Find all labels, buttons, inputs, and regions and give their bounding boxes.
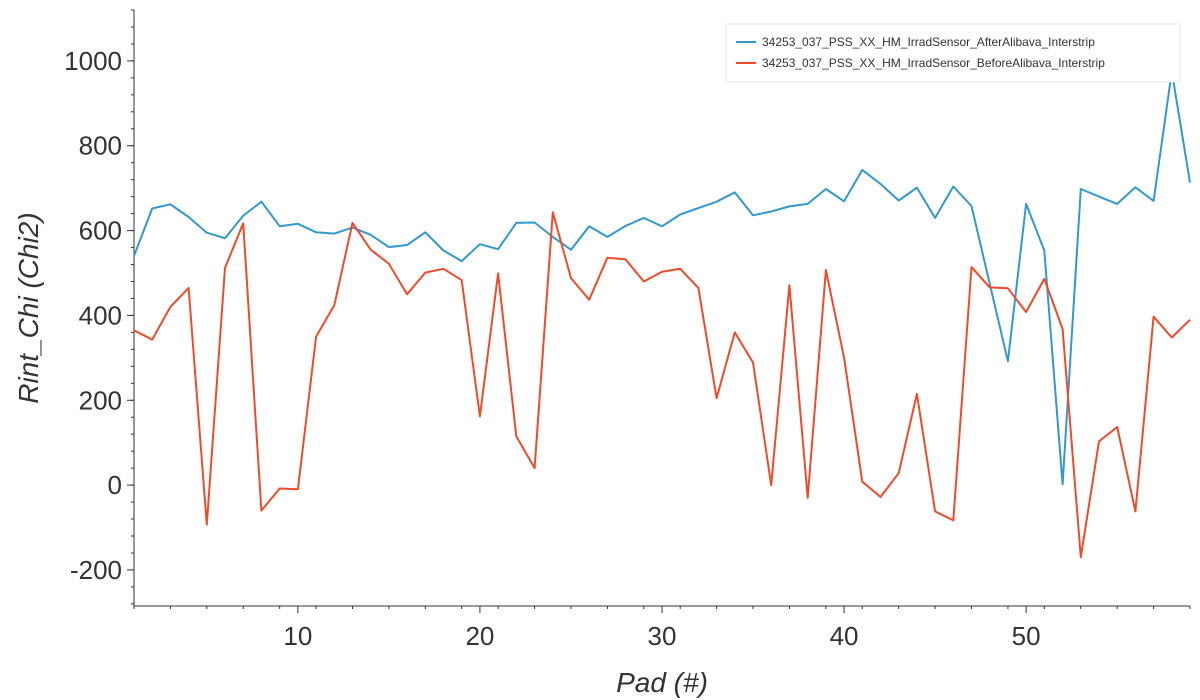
y-tick-label: 1000 — [64, 46, 122, 76]
series-layer — [133, 70, 1191, 559]
x-tick-label: 50 — [1012, 621, 1041, 651]
plot-area — [134, 10, 1190, 606]
y-axis: -200 0 200 400 600 800 1000 — [64, 9, 135, 606]
legend-label-after: 34253_037_PSS_XX_HM_IrradSensor_AfterAli… — [762, 35, 1095, 49]
x-tick-label: 10 — [283, 621, 312, 651]
y-tick-label: 0 — [108, 470, 122, 500]
x-tick-label: 30 — [648, 621, 677, 651]
x-axis: 10 20 30 40 50 — [133, 605, 1191, 651]
x-tick-label: 40 — [830, 621, 859, 651]
y-tick-label: 400 — [79, 300, 122, 330]
x-tick-label: 20 — [465, 621, 494, 651]
series-line-0 — [133, 70, 1191, 486]
y-tick-label: 800 — [79, 131, 122, 161]
y-tick-label: 600 — [79, 216, 122, 246]
series-line-1 — [133, 211, 1191, 559]
legend-box — [725, 23, 1181, 83]
legend-label-before: 34253_037_PSS_XX_HM_IrradSensor_BeforeAl… — [762, 56, 1105, 70]
y-axis-title: Rint_Chi (Chi2) — [13, 212, 44, 403]
x-axis-title: Pad (#) — [616, 667, 708, 698]
y-tick-label: 200 — [79, 385, 122, 415]
y-tick-label: -200 — [70, 555, 122, 585]
legend: 34253_037_PSS_XX_HM_IrradSensor_AfterAli… — [725, 23, 1181, 83]
